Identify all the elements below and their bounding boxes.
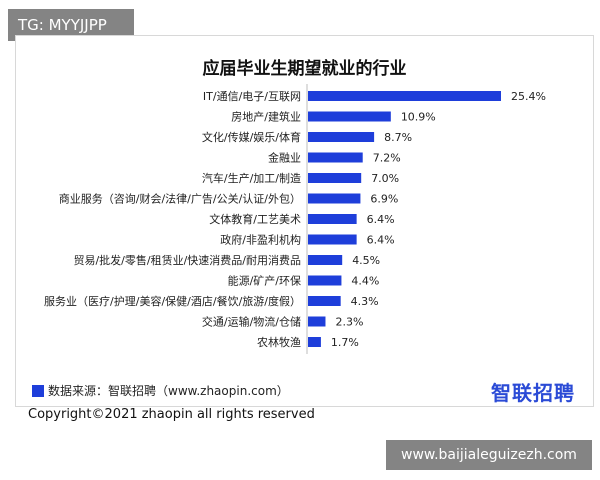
category-label: 农林牧渔 [257, 335, 301, 349]
category-label: 服务业（医疗/护理/美容/保健/酒店/餐饮/旅游/度假） [44, 294, 301, 308]
bar [308, 296, 341, 306]
value-label: 4.3% [351, 295, 379, 308]
category-label: 交通/运输/物流/仓储 [202, 315, 301, 329]
bar [308, 234, 357, 245]
value-label: 7.2% [373, 152, 401, 165]
category-label: 文体教育/工艺美术 [209, 212, 301, 226]
bar [308, 91, 501, 101]
bar-chart: IT/通信/电子/互联网 25.4% 房地产/建筑业 10.9% 文化/传媒/娱乐/体育… [44, 84, 546, 354]
category-label: 政府/非盈利机构 [220, 233, 301, 247]
category-label: 贸易/批发/零售/租赁业/快速消费品/耐用消费品 [73, 253, 301, 267]
category-label: 商业服务（咨询/财会/法律/广告/公关/认证/外包） [59, 192, 301, 206]
bar [308, 173, 362, 183]
chart-card: 应届毕业生期望就业的行业 IT/通信/电子/互联网 25.4% 房地产/建筑业 10.… [15, 35, 594, 407]
value-label: 7.0% [371, 172, 399, 185]
bar [308, 111, 391, 122]
bar [308, 193, 361, 204]
bar [308, 132, 375, 142]
value-label: 1.7% [331, 336, 359, 349]
bar [308, 337, 321, 347]
category-label: 能源/矿产/环保 [228, 274, 301, 288]
category-label: 金融业 [268, 151, 301, 165]
value-label: 8.7% [384, 131, 412, 144]
bar [308, 275, 342, 286]
value-label: 10.9% [401, 111, 436, 124]
value-label: 25.4% [511, 90, 546, 103]
bar [308, 255, 343, 265]
bar [308, 152, 363, 163]
brand-logo: 智联招聘 [491, 381, 575, 405]
watermark-bottom: www.baijialeguizezh.com [386, 440, 592, 470]
source-text: 数据来源：智联招聘（www.zhaopin.com） [48, 384, 289, 398]
copyright-text: Copyright©2021 zhaopin all rights reserv… [28, 407, 315, 422]
chart-title: 应届毕业生期望就业的行业 [202, 59, 407, 79]
value-label: 2.3% [335, 316, 363, 329]
bar [308, 316, 326, 327]
value-label: 4.5% [352, 254, 380, 267]
source-marker-icon [32, 384, 44, 397]
value-label: 4.4% [351, 275, 379, 288]
source-note: 数据来源：智联招聘（www.zhaopin.com） [32, 382, 289, 399]
value-label: 6.9% [370, 193, 398, 206]
value-label: 6.4% [367, 213, 395, 226]
value-label: 6.4% [367, 234, 395, 247]
category-label: IT/通信/电子/互联网 [203, 90, 301, 103]
category-label: 汽车/生产/加工/制造 [202, 171, 301, 185]
category-label: 房地产/建筑业 [231, 110, 301, 124]
category-label: 文化/传媒/娱乐/体育 [202, 130, 301, 144]
bar [308, 214, 357, 224]
